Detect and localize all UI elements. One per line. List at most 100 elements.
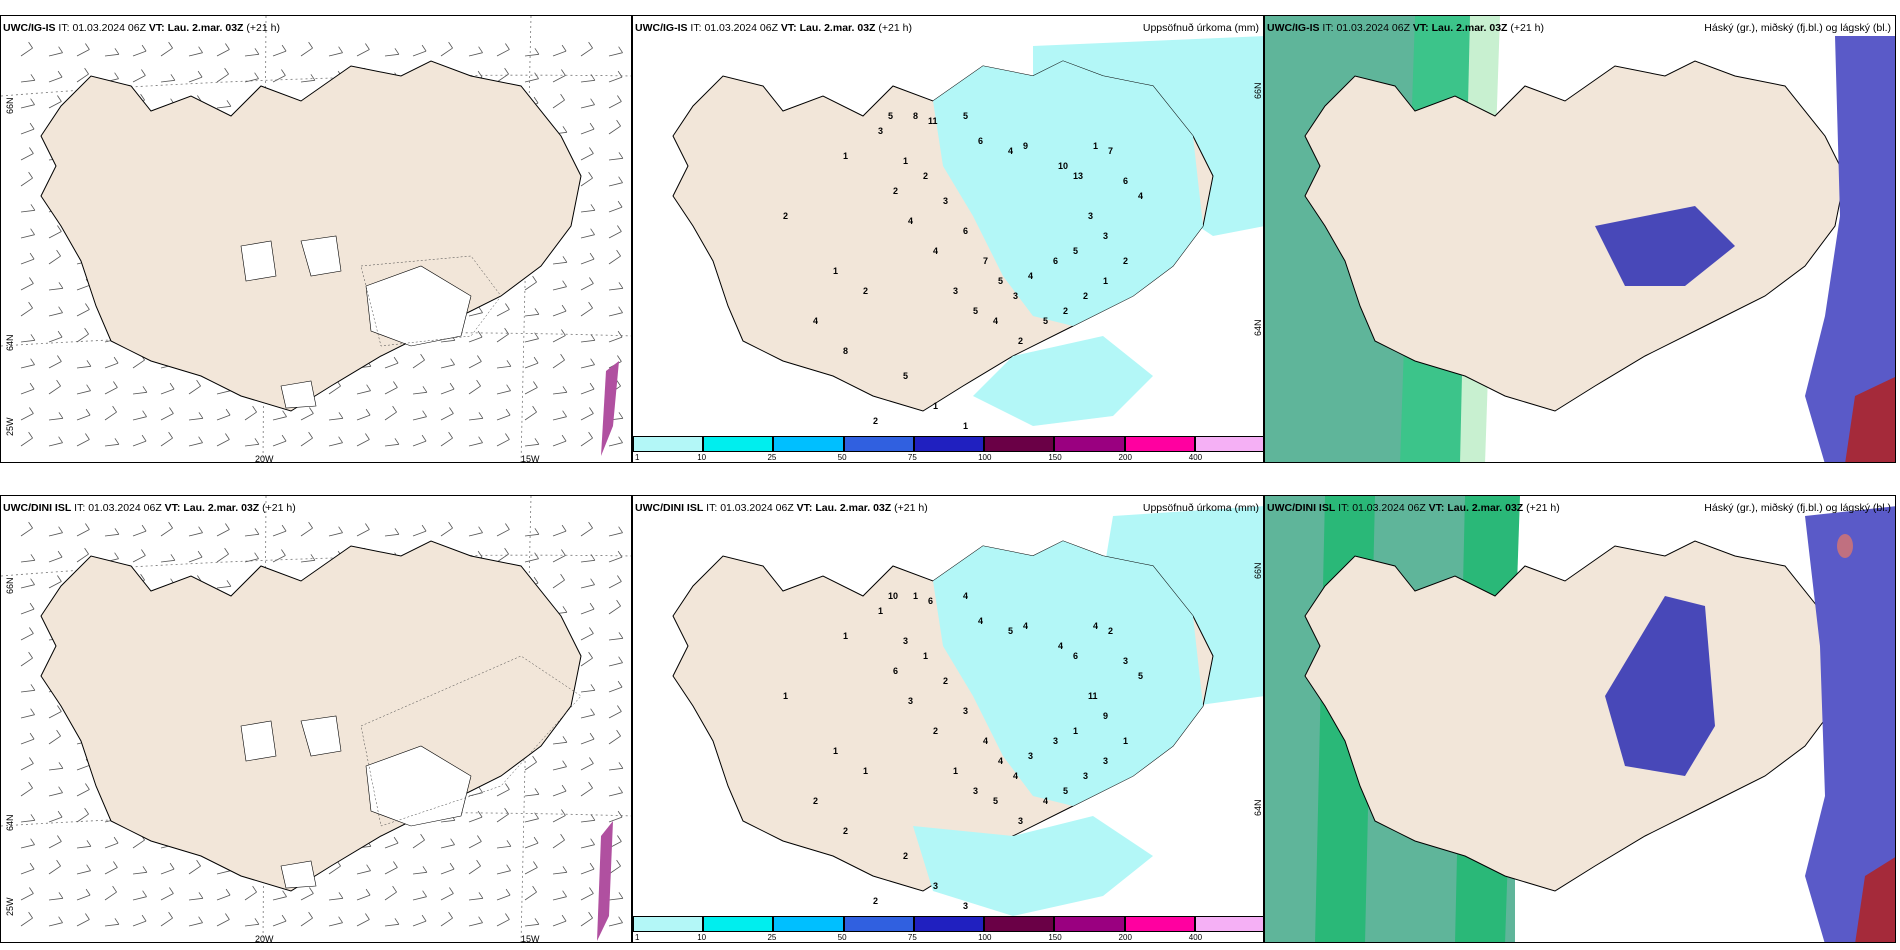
precip-value: 11 — [928, 116, 938, 126]
wind-barb — [20, 554, 36, 563]
wind-barb — [272, 914, 287, 927]
precip-value: 2 — [943, 676, 949, 686]
precip-value: 5 — [973, 306, 979, 316]
wind-barb-map — [1, 496, 631, 942]
wind-barb — [440, 358, 455, 369]
precip-value: 2 — [813, 796, 819, 806]
wind-barb — [20, 122, 35, 135]
wind-barb — [48, 835, 62, 849]
wind-barb — [48, 330, 63, 343]
wind-barb — [188, 916, 203, 927]
model-name: UWC/IG-IS — [635, 22, 688, 34]
lon-label-15w: 15W — [521, 934, 540, 943]
wind-barb — [48, 225, 62, 239]
wind-barb — [608, 152, 624, 161]
precip-value: 1 — [1093, 141, 1099, 151]
low-cloud-inland — [1595, 206, 1735, 286]
precip-value: 5 — [1043, 316, 1049, 326]
wind-barb — [76, 384, 91, 395]
cloud-title: Háský (gr.), miðský (fj.bl.) og lágský (… — [1704, 502, 1891, 514]
wind-barb — [188, 379, 201, 395]
precip-value: 3 — [1083, 771, 1089, 781]
colorbar-cell — [1124, 436, 1195, 452]
it-label: IT: — [74, 502, 86, 514]
wind-barb — [104, 836, 119, 849]
wind-barb — [580, 814, 596, 823]
colorbar-cell — [984, 916, 1055, 932]
wind-barb — [608, 306, 623, 317]
precip-area-south — [973, 336, 1153, 426]
wind-barb — [608, 810, 623, 823]
wind-barb — [524, 275, 537, 291]
precip-value: 1 — [1123, 736, 1129, 746]
precip-value: 1 — [843, 631, 849, 641]
wind-barb — [496, 384, 511, 395]
wind-barb — [104, 356, 119, 369]
wind-barb — [244, 72, 259, 83]
wind-barb — [496, 523, 510, 537]
precip-value: 4 — [998, 756, 1004, 766]
wind-barb — [216, 547, 229, 563]
lead-time: (+21 h) — [262, 502, 296, 514]
wind-barb — [580, 602, 595, 615]
wind-barb — [384, 885, 397, 901]
wind-barb — [188, 70, 203, 83]
wind-barb — [496, 864, 511, 875]
precip-area-land — [933, 541, 1203, 806]
precip-value: 2 — [933, 726, 939, 736]
wind-barb — [496, 783, 510, 797]
wind-barb — [272, 434, 287, 447]
wind-barb — [244, 438, 260, 447]
wind-barb — [20, 757, 34, 771]
lon-label-20w: 20W — [255, 454, 274, 463]
wind-barb — [300, 554, 316, 563]
wind-barb — [552, 280, 567, 291]
wind-barb — [160, 74, 176, 83]
precip-value: 11 — [1088, 691, 1098, 701]
precip-value: 2 — [1063, 306, 1069, 316]
wind-barb — [608, 119, 621, 135]
wind-barb — [76, 303, 90, 317]
wind-barb — [356, 864, 371, 875]
wind-barb — [412, 44, 427, 57]
wind-barb — [244, 918, 260, 927]
wind-barb — [216, 888, 231, 901]
precip-map-panel-bottom: 1 1 1 10 1 6 4 4 5 4 4 6 4 2 3 5 11 9 1 3 3 4 4 4 3 2 1 3 6 3 2 1 3 5 3 4 5 3… — [632, 495, 1264, 943]
wind-barb — [552, 256, 568, 265]
model-name: UWC/IG-IS — [1267, 22, 1320, 34]
wind-barb — [160, 911, 173, 927]
precip-value: 1 — [913, 591, 919, 601]
wind-barb — [20, 41, 33, 57]
wind-barb — [244, 552, 259, 563]
wind-barb — [468, 306, 483, 317]
wind-barb — [552, 809, 566, 823]
lat-label-66n: 66N — [5, 577, 15, 594]
wind-barb — [468, 835, 482, 849]
precip-value: 3 — [973, 786, 979, 796]
precip-value: 1 — [933, 401, 939, 411]
wind-barb — [188, 550, 203, 563]
wind-barb — [104, 405, 117, 421]
lead-time: (+21 h) — [878, 22, 912, 34]
wind-barb — [384, 48, 400, 57]
model-name: UWC/DINI ISL — [3, 502, 72, 514]
cloud-map — [1265, 496, 1895, 942]
wind-barb — [580, 911, 593, 927]
wind-barb — [20, 74, 36, 83]
vt-value: Lau. 2.mar. 03Z — [183, 502, 260, 514]
precip-value: 3 — [908, 696, 914, 706]
precip-value: 6 — [978, 136, 984, 146]
wind-barb — [608, 632, 624, 641]
wind-barb — [468, 810, 483, 823]
wind-barb — [580, 358, 595, 369]
wind-barb — [132, 386, 148, 395]
precip-value: 1 — [963, 421, 969, 431]
precip-value: 4 — [1023, 621, 1029, 631]
wind-barb — [412, 353, 425, 369]
wind-barb — [20, 838, 35, 849]
wind-barb — [272, 549, 286, 563]
wind-barb — [552, 386, 568, 395]
cloud-map-panel-top: UWC/IG-IS IT: 01.03.2024 06Z VT: Lau. 2.… — [1264, 15, 1896, 463]
wind-barb — [20, 147, 34, 161]
wind-barb — [580, 228, 595, 239]
